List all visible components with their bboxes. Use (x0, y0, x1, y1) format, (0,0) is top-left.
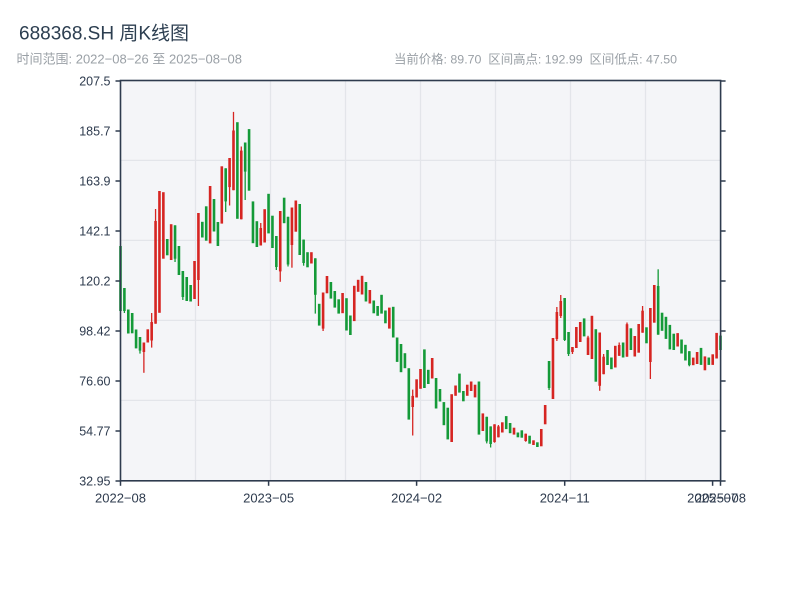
svg-text:185.7: 185.7 (79, 125, 110, 139)
svg-text:2025−07: 2025−07 (687, 491, 738, 506)
svg-text:2024−11: 2024−11 (540, 491, 590, 506)
svg-text:142.1: 142.1 (79, 225, 110, 239)
svg-text:120.2: 120.2 (79, 275, 110, 289)
svg-text:2023−05: 2023−05 (243, 491, 294, 506)
svg-text:2024−02: 2024−02 (391, 491, 442, 506)
svg-text:32.95: 32.95 (79, 475, 110, 489)
svg-text:时间范围: 2022−08−26 至 2025−08−08: 时间范围: 2022−08−26 至 2025−08−08 (17, 52, 243, 67)
svg-text:76.60: 76.60 (79, 375, 110, 389)
svg-text:当前价格: 89.70 区间高点: 192.99 区间低: 当前价格: 89.70 区间高点: 192.99 区间低点: 47.50 (394, 52, 677, 67)
svg-text:2022−08: 2022−08 (95, 491, 146, 506)
svg-text:163.9: 163.9 (79, 175, 110, 189)
svg-text:688368.SH 周K线图: 688368.SH 周K线图 (19, 23, 189, 45)
svg-text:207.5: 207.5 (79, 75, 110, 89)
svg-text:54.77: 54.77 (79, 425, 110, 439)
svg-text:98.42: 98.42 (79, 325, 110, 339)
svg-text:2025−08: 2025−08 (695, 491, 746, 506)
